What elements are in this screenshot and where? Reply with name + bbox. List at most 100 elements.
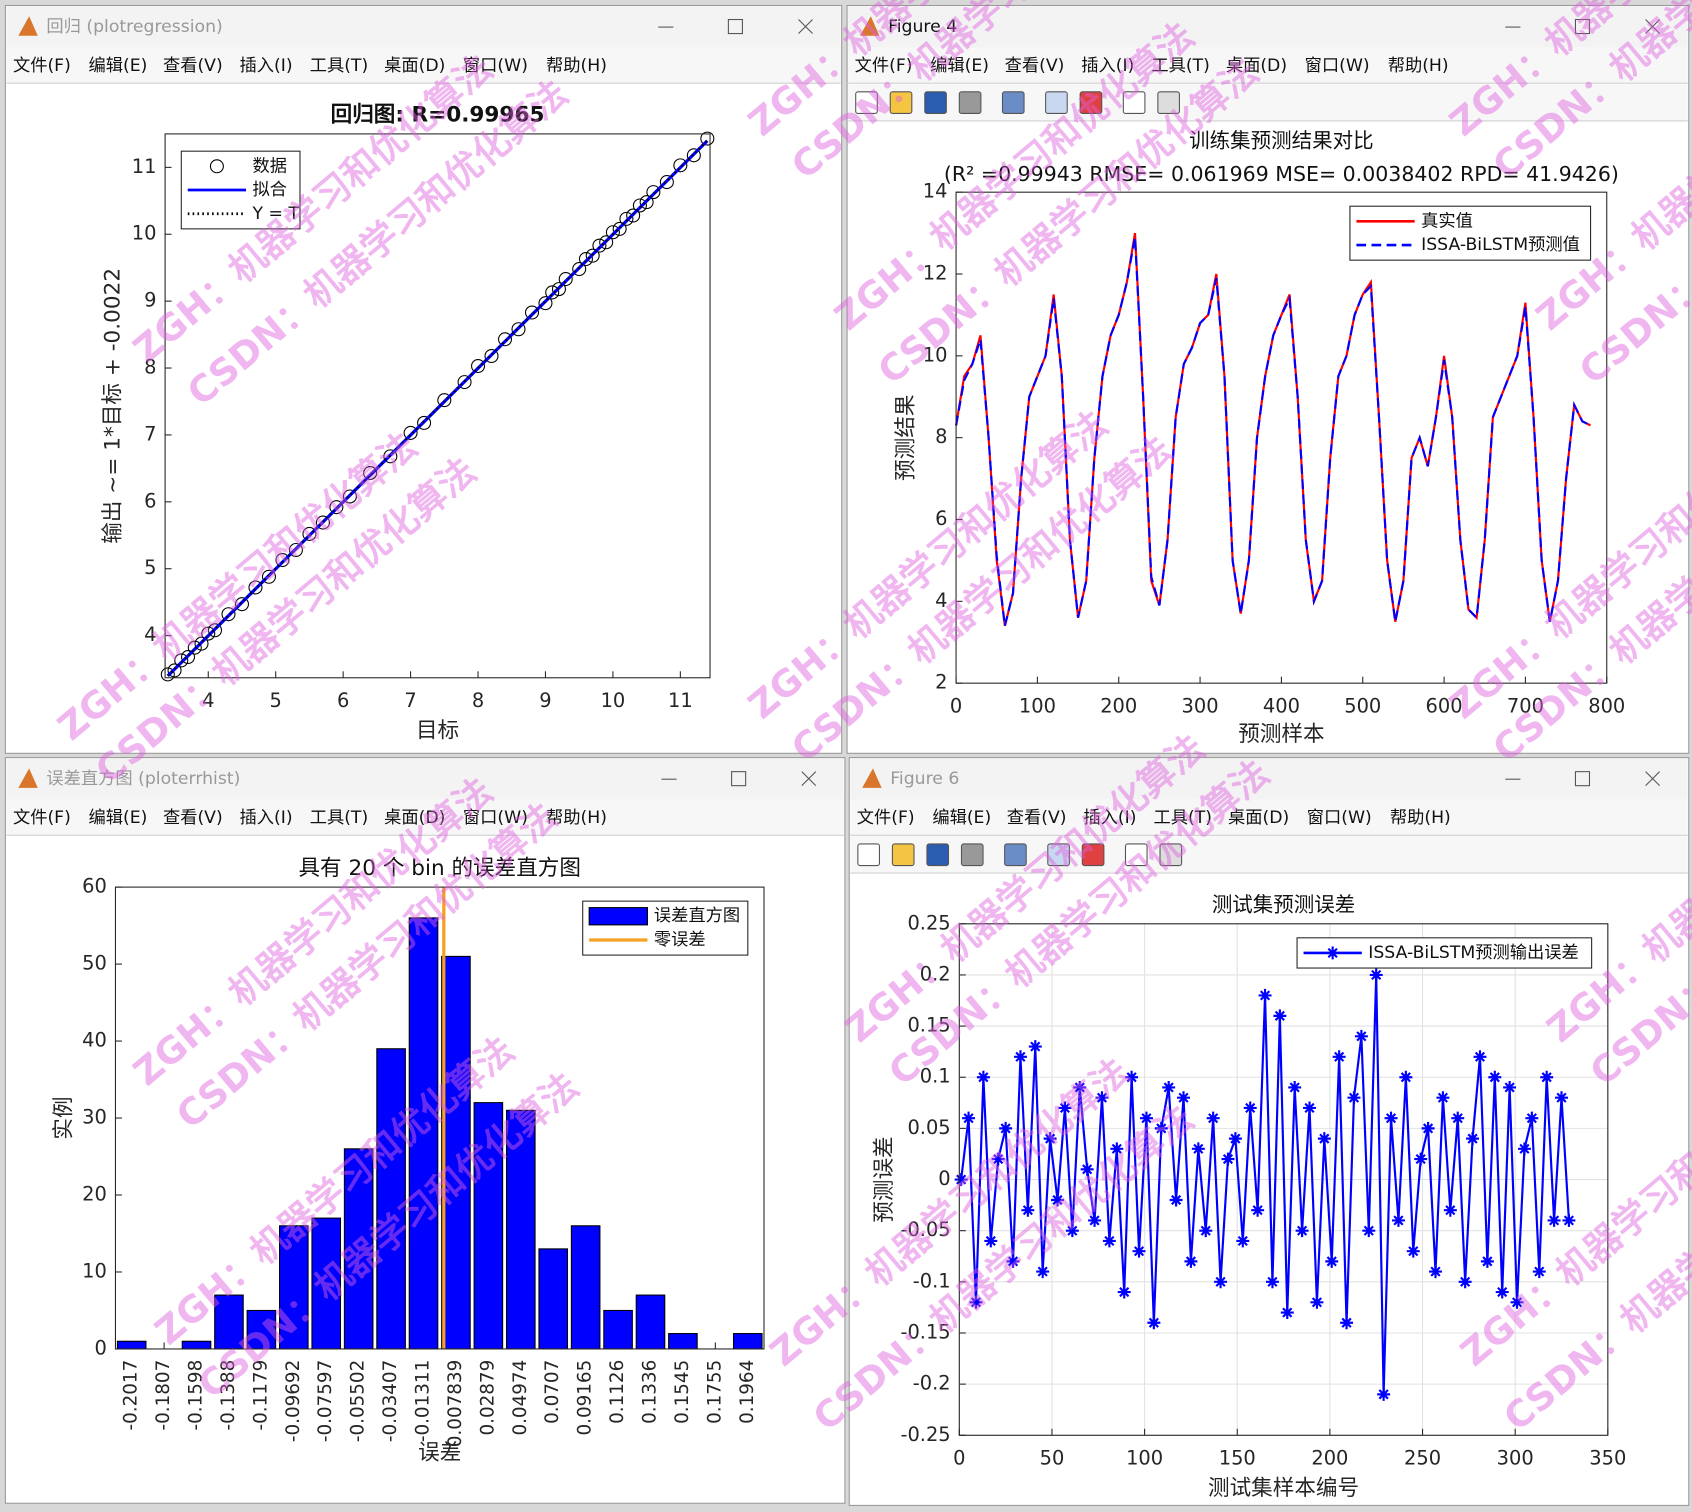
data-point	[1036, 1265, 1050, 1279]
x-tick-label: 250	[1404, 1447, 1441, 1470]
menu-bar	[6, 47, 841, 84]
tool-button[interactable]	[926, 843, 950, 867]
x-tick-label: -0.05502	[348, 1360, 369, 1442]
menu-item[interactable]: 查看(V)	[163, 56, 223, 76]
data-point	[275, 553, 290, 568]
x-tick-label: 6	[337, 689, 349, 712]
menu-item[interactable]: 编辑(E)	[932, 808, 991, 828]
menu-item[interactable]: 帮助(H)	[546, 56, 607, 76]
x-tick-label: 500	[1344, 694, 1381, 717]
menu-item[interactable]: 桌面(D)	[1228, 808, 1289, 828]
y-tick-label: 0.25	[907, 911, 950, 934]
close-button[interactable]	[1645, 771, 1661, 787]
legend-label: 拟合	[253, 180, 288, 200]
menu-item[interactable]: 桌面(D)	[384, 808, 445, 828]
data-point	[991, 1152, 1005, 1166]
menu-item[interactable]: 插入(I)	[240, 56, 293, 76]
tool-button[interactable]	[1079, 91, 1103, 114]
data-point	[605, 225, 620, 240]
maximize-button[interactable]	[727, 18, 743, 35]
menu-item[interactable]: 文件(F)	[857, 808, 915, 828]
data-point	[1013, 1050, 1027, 1064]
y-axis-label: 实例	[52, 1096, 77, 1139]
menu-item[interactable]: 工具(T)	[310, 808, 369, 828]
maximize-button[interactable]	[1574, 771, 1591, 787]
x-tick-label: -0.1179	[250, 1360, 271, 1431]
maximize-button[interactable]	[1574, 18, 1591, 35]
legend	[1349, 205, 1592, 261]
tool-button[interactable]	[958, 91, 982, 114]
close-button[interactable]	[801, 771, 817, 787]
data-point	[1051, 1193, 1064, 1207]
tool-button[interactable]	[960, 843, 984, 867]
menu-item[interactable]: 工具(T)	[1151, 56, 1210, 76]
data-point	[1117, 1285, 1131, 1299]
tool-button[interactable]	[1159, 843, 1183, 867]
menu-item[interactable]: 文件(F)	[855, 56, 913, 76]
data-point	[234, 597, 249, 612]
menu-item[interactable]: 帮助(H)	[1388, 56, 1449, 76]
menu-item[interactable]: 文件(F)	[13, 56, 71, 76]
tool-button[interactable]	[1157, 91, 1180, 114]
tool-button[interactable]	[1124, 843, 1148, 867]
data-point	[984, 1234, 998, 1248]
tool-button[interactable]	[1047, 843, 1070, 867]
menu-item[interactable]: 帮助(H)	[546, 808, 607, 828]
x-tick-label: 150	[1219, 1447, 1256, 1470]
menu-item[interactable]: 查看(V)	[1007, 808, 1067, 828]
menu-item[interactable]: 查看(V)	[1005, 56, 1065, 76]
bar	[603, 1309, 633, 1350]
close-button[interactable]	[1645, 19, 1661, 34]
menu-item[interactable]: 窗口(W)	[1307, 808, 1372, 828]
tool-button[interactable]	[1045, 91, 1068, 114]
bar	[278, 1225, 309, 1350]
menu-bar	[6, 799, 844, 836]
legend-label: 误差直方图	[654, 906, 740, 926]
data-point	[700, 131, 715, 146]
y-tick-label: 0.15	[907, 1014, 950, 1037]
tool-button[interactable]	[1001, 91, 1025, 114]
data-point	[1243, 1101, 1257, 1115]
tool-button[interactable]	[1122, 91, 1146, 114]
menu-item[interactable]: 查看(V)	[163, 808, 223, 828]
data-point	[1436, 1091, 1450, 1105]
menu-item[interactable]: 桌面(D)	[1226, 56, 1287, 76]
data-point	[545, 285, 560, 300]
bar	[311, 1217, 342, 1350]
data-point	[558, 272, 573, 287]
tool-button[interactable]	[855, 91, 878, 114]
tool-button[interactable]	[924, 91, 947, 114]
y-tick-label: -0.05	[900, 1218, 950, 1241]
data-point	[1325, 1254, 1339, 1268]
menu-item[interactable]: 插入(I)	[1081, 56, 1134, 76]
tool-button[interactable]	[857, 843, 880, 867]
x-tick-label: 300	[1182, 694, 1219, 717]
menu-item[interactable]: 窗口(W)	[463, 808, 528, 828]
tool-button[interactable]	[891, 843, 915, 867]
y-axis-label: 输出 ~= 1*目标 + -0.0022	[100, 268, 125, 544]
data-point	[1147, 1316, 1161, 1330]
menu-item[interactable]: 编辑(E)	[930, 56, 989, 76]
menu-item[interactable]: 编辑(E)	[88, 808, 147, 828]
bar	[505, 1109, 536, 1350]
menu-item[interactable]: 文件(F)	[13, 808, 71, 828]
menu-item[interactable]: 工具(T)	[1154, 808, 1213, 828]
menu-item[interactable]: 帮助(H)	[1390, 808, 1451, 828]
close-button[interactable]	[798, 19, 813, 34]
menu-item[interactable]: 插入(I)	[240, 808, 293, 828]
tool-button[interactable]	[889, 91, 913, 114]
menu-item[interactable]: 桌面(D)	[384, 56, 445, 76]
menu-item[interactable]: 编辑(E)	[88, 56, 147, 76]
menu-item[interactable]: 窗口(W)	[463, 56, 528, 76]
maximize-button[interactable]	[731, 771, 747, 787]
y-tick-label: 12	[923, 262, 948, 285]
title-bar	[6, 6, 841, 48]
menu-item[interactable]: 窗口(W)	[1305, 56, 1370, 76]
tool-button[interactable]	[1081, 843, 1105, 867]
tool-button[interactable]	[1004, 843, 1027, 867]
x-tick-label: 350	[1589, 1447, 1626, 1470]
data-point	[1488, 1070, 1502, 1084]
x-tick-label: 50	[1040, 1447, 1065, 1470]
menu-item[interactable]: 插入(I)	[1083, 808, 1136, 828]
menu-item[interactable]: 工具(T)	[310, 56, 369, 76]
